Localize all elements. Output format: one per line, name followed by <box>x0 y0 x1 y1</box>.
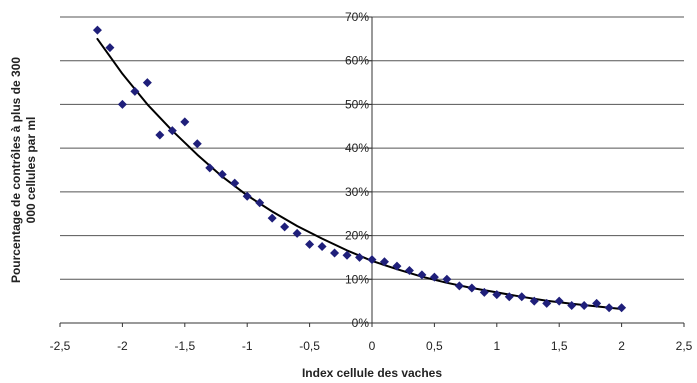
x-tick-label: 0 <box>369 339 376 353</box>
x-tick-label: 2,5 <box>676 339 693 353</box>
data-point-diamond <box>242 191 252 201</box>
data-point-diamond <box>355 252 365 262</box>
data-point-diamond <box>367 255 377 265</box>
data-point-diamond <box>467 283 477 293</box>
data-point-diamond <box>92 25 102 35</box>
data-point-diamond <box>454 281 464 291</box>
data-point-diamond <box>305 239 315 249</box>
trendline <box>96 37 623 310</box>
data-point-diamond <box>579 301 589 311</box>
axes <box>59 16 685 327</box>
y-axis-title: Pourcentage de contrôles à plus de 300 0… <box>9 57 38 283</box>
data-point-diamond <box>442 274 452 284</box>
data-point-diamond <box>267 213 277 223</box>
data-point-diamond <box>142 78 152 88</box>
data-point-diamond <box>617 303 627 313</box>
data-point-diamond <box>317 242 327 251</box>
y-tick-label: 30% <box>345 185 369 199</box>
data-point-diamond <box>404 266 414 276</box>
data-point-diamond <box>604 303 614 313</box>
data-point-diamond <box>180 117 190 127</box>
data-point-diamond <box>192 139 202 149</box>
data-point-diamond <box>130 86 140 96</box>
data-point-diamond <box>292 228 302 238</box>
data-point-diamond <box>105 43 115 53</box>
trendline-layer <box>96 37 623 310</box>
data-point-diamond <box>167 126 177 136</box>
y-tick-label: 40% <box>345 141 369 155</box>
data-point-diamond <box>492 290 502 300</box>
data-point-diamond <box>330 248 340 258</box>
x-tick-label: 1 <box>493 339 500 353</box>
data-point-diamond <box>342 250 352 260</box>
data-point-diamond <box>554 296 564 306</box>
x-tick-label: 2 <box>618 339 625 353</box>
data-point-diamond <box>529 296 539 306</box>
x-tick-label: -1,5 <box>174 339 195 353</box>
data-point-diamond <box>429 272 439 282</box>
data-point-diamond <box>479 287 489 297</box>
data-point-diamond <box>392 261 402 271</box>
data-point-diamond <box>504 292 514 302</box>
data-point-diamond <box>117 99 127 109</box>
y-tick-label: 60% <box>345 54 369 68</box>
data-point-diamond <box>255 198 265 208</box>
y-axis-title-line-1: Pourcentage de contrôles à plus de 300 <box>9 57 23 283</box>
y-tick-label: 50% <box>345 97 369 111</box>
data-point-diamond <box>205 163 215 173</box>
data-point-diamond <box>379 257 389 267</box>
y-tick-label: 70% <box>345 10 369 24</box>
data-point-diamond <box>567 301 577 311</box>
data-point-diamond <box>592 298 602 308</box>
data-point-diamond <box>542 298 552 308</box>
data-point-diamond <box>217 169 227 179</box>
x-tick-label: 0,5 <box>426 339 443 353</box>
data-point-diamond <box>230 178 240 188</box>
y-axis-title-line-2: 000 cellules par ml <box>24 117 38 224</box>
data-point-diamond <box>280 222 290 232</box>
x-axis-title: Index cellule des vaches <box>302 366 442 380</box>
data-point-diamond <box>417 270 427 280</box>
data-point-diamond <box>517 292 527 302</box>
y-tick-label: 0% <box>352 316 370 330</box>
y-tick-label: 20% <box>345 229 369 243</box>
x-tick-label: -0,5 <box>299 339 320 353</box>
x-tick-label: -1 <box>242 339 253 353</box>
data-point-diamond <box>155 130 165 140</box>
x-tick-label: 1,5 <box>551 339 568 353</box>
y-tick-label: 10% <box>345 272 369 286</box>
tick-labels: 0% 10% 20% 30% 40% 50% 60% 70% -2,5 -2 -1,5 -1 -0,5 0… <box>50 10 693 353</box>
x-tick-label: -2 <box>117 339 128 353</box>
data-points <box>92 25 627 313</box>
x-tick-label: -2,5 <box>50 339 71 353</box>
